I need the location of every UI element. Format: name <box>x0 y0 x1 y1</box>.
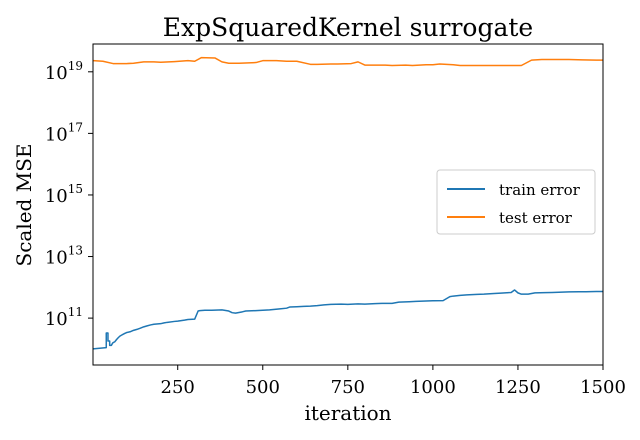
plot-frame <box>92 43 604 366</box>
series-layer <box>92 56 603 350</box>
x-tick-label: 750 <box>331 377 365 398</box>
y-tick-label: 1017 <box>45 120 83 145</box>
x-ticks: 250 500 750 1000 1250 1500 <box>161 365 626 398</box>
y-ticks: 1011 1013 1015 1017 1019 <box>45 59 93 330</box>
series-line-train-error <box>92 289 603 350</box>
y-tick-label: 1019 <box>45 59 83 84</box>
x-tick-label: 1500 <box>580 377 626 398</box>
y-tick-label: 1011 <box>45 305 83 330</box>
chart-title: ExpSquaredKernel surrogate <box>163 13 533 42</box>
series-line-test-error <box>92 56 603 67</box>
legend-test-error-label: test error <box>499 209 573 227</box>
x-tick-label: 1250 <box>495 377 541 398</box>
legend-train-error-label: train error <box>499 181 581 199</box>
x-tick-label: 1000 <box>410 377 456 398</box>
x-tick-label: 250 <box>161 377 195 398</box>
x-tick-label: 500 <box>246 377 280 398</box>
x-axis-label: iteration <box>304 401 391 425</box>
y-tick-label: 1013 <box>45 244 83 269</box>
y-axis-label: Scaled MSE <box>12 144 36 267</box>
legend: train error test error <box>436 169 596 235</box>
y-tick-label: 1015 <box>45 182 83 207</box>
